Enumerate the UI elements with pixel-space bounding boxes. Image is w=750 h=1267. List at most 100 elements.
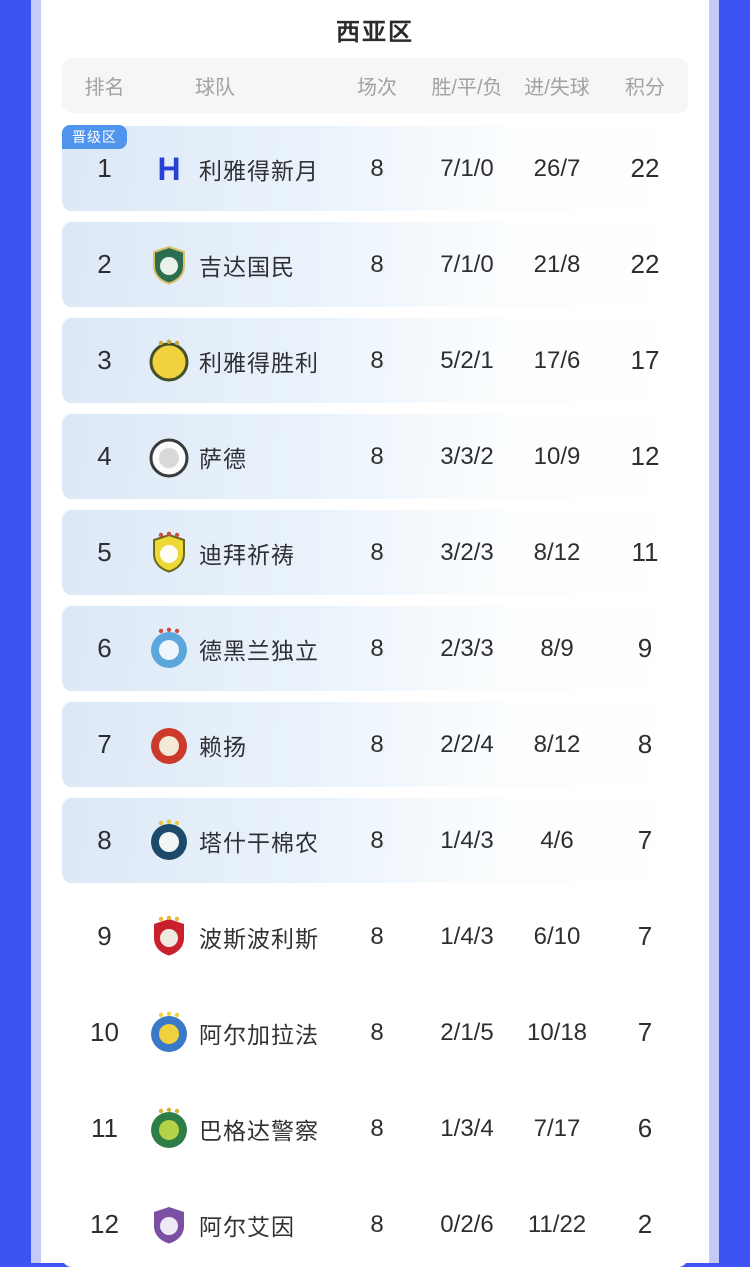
team-name: 赖扬 bbox=[199, 733, 247, 760]
team-name: 迪拜祈祷 bbox=[199, 541, 295, 568]
win-draw-loss-value: 5/2/1 bbox=[440, 346, 494, 374]
promotion-zone-badge: 晋级区 bbox=[62, 125, 127, 149]
team-logo-icon bbox=[147, 1107, 191, 1151]
goals-for-against-value: 26/7 bbox=[533, 154, 581, 182]
team-logo-icon bbox=[147, 1203, 191, 1247]
rank-value: 2 bbox=[97, 249, 112, 279]
table-row[interactable]: 2 吉达国民 8 7/1/0 21/8 22 bbox=[62, 222, 688, 307]
team-logo-icon bbox=[147, 723, 191, 767]
team-name: 德黑兰独立 bbox=[199, 637, 319, 664]
team-cell: 吉达国民 bbox=[147, 243, 332, 287]
table-row[interactable]: 8 塔什干棉农 8 1/4/3 4/6 7 bbox=[62, 798, 688, 883]
col-header-points: 积分 bbox=[625, 77, 665, 99]
table-row[interactable]: 10 阿尔加拉法 8 2/1/5 10/18 7 bbox=[62, 990, 688, 1075]
win-draw-loss-value: 2/2/4 bbox=[440, 730, 494, 758]
win-draw-loss-value: 2/1/5 bbox=[440, 1018, 494, 1046]
goals-for-against-value: 6/10 bbox=[533, 922, 581, 950]
matches-played-value: 8 bbox=[370, 346, 384, 374]
goals-for-against-value: 8/12 bbox=[533, 730, 581, 758]
table-row[interactable]: 11 巴格达警察 8 1/3/4 7/17 6 bbox=[62, 1086, 688, 1171]
team-cell: 阿尔加拉法 bbox=[147, 1011, 332, 1055]
rank-value: 8 bbox=[97, 825, 112, 855]
table-row[interactable]: 12 阿尔艾因 8 0/2/6 11/22 2 bbox=[62, 1182, 688, 1267]
team-logo-icon: H bbox=[147, 147, 191, 191]
win-draw-loss-value: 1/4/3 bbox=[440, 922, 494, 950]
table-row[interactable]: 5 迪拜祈祷 8 3/2/3 8/12 11 bbox=[62, 510, 688, 595]
matches-played-value: 8 bbox=[370, 1210, 384, 1238]
points-value: 8 bbox=[637, 729, 653, 759]
points-value: 9 bbox=[637, 633, 653, 663]
page-frame: 西亚区 排名 球队 场次 胜/平/负 进/失球 积分 晋级区 1 H 利雅得新月… bbox=[31, 0, 719, 1267]
team-cell: 萨德 bbox=[147, 435, 332, 479]
win-draw-loss-value: 1/3/4 bbox=[440, 1114, 494, 1142]
team-name: 阿尔艾因 bbox=[199, 1213, 295, 1240]
matches-played-value: 8 bbox=[370, 826, 384, 854]
table-row[interactable]: 4 萨德 8 3/3/2 10/9 12 bbox=[62, 414, 688, 499]
table-row[interactable]: 7 赖扬 8 2/2/4 8/12 8 bbox=[62, 702, 688, 787]
rank-value: 11 bbox=[91, 1113, 118, 1143]
table-header-row: 排名 球队 场次 胜/平/负 进/失球 积分 bbox=[62, 58, 688, 113]
rank-value: 6 bbox=[97, 633, 112, 663]
team-cell: 利雅得胜利 bbox=[147, 339, 332, 383]
page-title: 西亚区 bbox=[336, 18, 414, 46]
win-draw-loss-value: 0/2/6 bbox=[440, 1210, 494, 1238]
goals-for-against-value: 11/22 bbox=[527, 1210, 587, 1238]
team-logo-icon bbox=[147, 1011, 191, 1055]
rank-value: 4 bbox=[97, 441, 112, 471]
team-logo-icon bbox=[147, 243, 191, 287]
col-header-team: 球队 bbox=[195, 77, 235, 99]
rank-value: 1 bbox=[97, 153, 112, 183]
team-name: 阿尔加拉法 bbox=[199, 1021, 319, 1048]
points-value: 22 bbox=[630, 153, 660, 183]
table-row[interactable]: 3 利雅得胜利 8 5/2/1 17/6 17 bbox=[62, 318, 688, 403]
win-draw-loss-value: 7/1/0 bbox=[440, 154, 494, 182]
team-logo-icon bbox=[147, 435, 191, 479]
team-name: 巴格达警察 bbox=[199, 1117, 319, 1144]
rank-value: 12 bbox=[90, 1209, 119, 1239]
goals-for-against-value: 10/18 bbox=[526, 1018, 588, 1046]
table-row[interactable]: 9 波斯波利斯 8 1/4/3 6/10 7 bbox=[62, 894, 688, 979]
win-draw-loss-value: 2/3/3 bbox=[440, 634, 494, 662]
table-row[interactable]: 6 德黑兰独立 8 2/3/3 8/9 9 bbox=[62, 606, 688, 691]
points-value: 7 bbox=[637, 1017, 653, 1047]
matches-played-value: 8 bbox=[370, 1018, 384, 1046]
win-draw-loss-value: 3/2/3 bbox=[440, 538, 494, 566]
matches-played-value: 8 bbox=[370, 634, 384, 662]
team-cell: 巴格达警察 bbox=[147, 1107, 332, 1151]
win-draw-loss-value: 7/1/0 bbox=[440, 250, 494, 278]
goals-for-against-value: 10/9 bbox=[533, 442, 581, 470]
team-cell: 德黑兰独立 bbox=[147, 627, 332, 671]
matches-played-value: 8 bbox=[370, 922, 384, 950]
goals-for-against-value: 17/6 bbox=[533, 346, 581, 374]
goals-for-against-value: 8/12 bbox=[533, 538, 581, 566]
team-name: 吉达国民 bbox=[199, 253, 295, 280]
team-logo-icon bbox=[147, 915, 191, 959]
matches-played-value: 8 bbox=[370, 538, 384, 566]
points-value: 22 bbox=[630, 249, 660, 279]
col-header-goals: 进/失球 bbox=[524, 77, 590, 99]
rank-value: 10 bbox=[90, 1017, 119, 1047]
standings-rows: 晋级区 1 H 利雅得新月 8 7/1/0 26/7 22 2 吉达国民 8 7… bbox=[62, 125, 688, 1267]
matches-played-value: 8 bbox=[370, 154, 384, 182]
team-logo-icon bbox=[147, 819, 191, 863]
matches-played-value: 8 bbox=[370, 1114, 384, 1142]
team-cell: 阿尔艾因 bbox=[147, 1203, 332, 1247]
rank-value: 9 bbox=[97, 921, 112, 951]
team-name: 利雅得胜利 bbox=[199, 349, 319, 376]
win-draw-loss-value: 3/3/2 bbox=[440, 442, 494, 470]
goals-for-against-value: 8/9 bbox=[540, 634, 574, 662]
points-value: 6 bbox=[637, 1113, 653, 1143]
matches-played-value: 8 bbox=[370, 730, 384, 758]
goals-for-against-value: 4/6 bbox=[540, 826, 574, 854]
points-value: 7 bbox=[637, 921, 653, 951]
team-name: 利雅得新月 bbox=[199, 157, 319, 184]
team-cell: H 利雅得新月 bbox=[147, 147, 332, 191]
matches-played-value: 8 bbox=[370, 250, 384, 278]
col-header-wdl: 胜/平/负 bbox=[431, 77, 503, 99]
standings-sheet: 西亚区 排名 球队 场次 胜/平/负 进/失球 积分 晋级区 1 H 利雅得新月… bbox=[41, 0, 709, 1267]
team-logo-icon bbox=[147, 339, 191, 383]
rank-value: 3 bbox=[97, 345, 112, 375]
points-value: 11 bbox=[631, 537, 659, 567]
col-header-rank: 排名 bbox=[84, 77, 125, 99]
table-row[interactable]: 1 H 利雅得新月 8 7/1/0 26/7 22 bbox=[62, 126, 688, 211]
